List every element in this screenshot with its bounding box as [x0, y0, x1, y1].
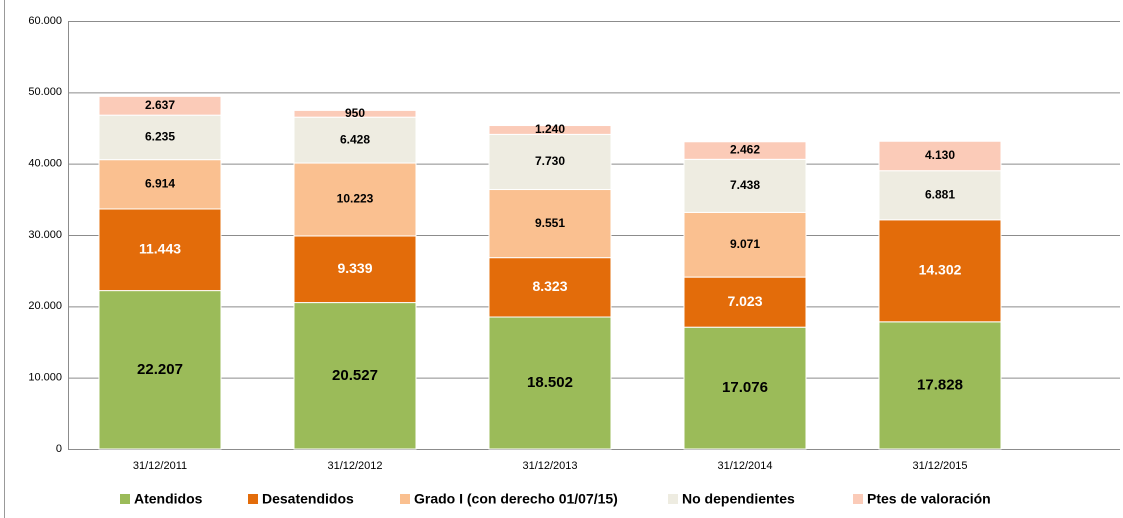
y-tick-label: 0: [56, 443, 62, 455]
legend-label: Ptes de valoración: [867, 491, 991, 507]
legend-label: Atendidos: [134, 491, 203, 507]
data-label: 22.207: [137, 361, 183, 378]
data-label: 9.071: [730, 237, 760, 251]
data-label: 17.076: [722, 379, 768, 396]
bar-segment: [293, 162, 417, 237]
bar-segment: [878, 170, 1002, 221]
data-label: 14.302: [919, 262, 962, 278]
data-label: 7.438: [730, 178, 760, 192]
bar-segment: [683, 326, 807, 450]
bar-segment: [293, 116, 417, 164]
data-label: 6.428: [340, 132, 370, 146]
data-label: 2.462: [730, 143, 760, 157]
y-tick-label: 30.000: [28, 229, 62, 241]
y-tick-label: 20.000: [28, 300, 62, 312]
x-tick-label: 31/12/2013: [522, 460, 577, 472]
legend-label: No dependientes: [682, 491, 795, 507]
x-tick-label: 31/12/2015: [912, 460, 967, 472]
bar-segment: [98, 95, 222, 116]
bar-segment: [98, 290, 222, 450]
data-label: 11.443: [139, 240, 181, 256]
legend-swatch: [248, 494, 258, 504]
y-tick-label: 60.000: [28, 15, 62, 27]
bar-segment: [878, 140, 1002, 172]
legend-swatch: [400, 494, 410, 504]
legend-swatch: [120, 494, 130, 504]
data-label: 950: [345, 106, 365, 120]
bar-segment: [878, 219, 1002, 323]
data-label: 2.637: [145, 98, 175, 112]
bar-segment: [488, 133, 612, 191]
bar-segment: [293, 302, 417, 450]
data-label: 17.828: [917, 376, 963, 393]
bar-segment: [683, 141, 807, 160]
y-tick-label: 10.000: [28, 372, 62, 384]
bar-segment: [98, 208, 222, 292]
x-tick-label: 31/12/2011: [133, 460, 187, 472]
bar-segment: [488, 316, 612, 450]
data-label: 20.527: [332, 367, 378, 384]
data-label: 8.323: [532, 278, 567, 294]
bar-segment: [293, 235, 417, 304]
legend-label: Desatendidos: [262, 491, 354, 507]
bar-segment: [878, 321, 1002, 450]
y-tick-label: 50.000: [28, 86, 62, 98]
bar-segment: [683, 276, 807, 328]
data-label: 1.240: [535, 122, 565, 136]
legend-label: Grado I (con derecho 01/07/15): [414, 491, 618, 507]
y-tick-label: 40.000: [28, 158, 62, 170]
x-tick-label: 31/12/2012: [327, 460, 382, 472]
legend-swatch: [668, 494, 678, 504]
data-label: 10.223: [337, 192, 374, 206]
data-label: 4.130: [925, 148, 955, 162]
bar-segment: [98, 159, 222, 210]
bar-segment: [293, 109, 417, 118]
data-label: 18.502: [527, 374, 573, 391]
legend-swatch: [853, 494, 863, 504]
data-label: 7.730: [535, 154, 565, 168]
data-label: 7.023: [727, 293, 762, 309]
bar-segment: [488, 257, 612, 318]
bar-segment: [488, 189, 612, 259]
bar-segment: [98, 114, 222, 161]
x-tick-label: 31/12/2014: [717, 460, 772, 472]
data-label: 6.914: [145, 176, 175, 190]
bar-segment: [488, 125, 612, 135]
data-label: 9.339: [337, 260, 372, 276]
data-label: 9.551: [535, 216, 565, 230]
data-label: 6.881: [925, 187, 955, 201]
bar-segment: [683, 211, 807, 278]
data-label: 6.235: [145, 130, 175, 144]
